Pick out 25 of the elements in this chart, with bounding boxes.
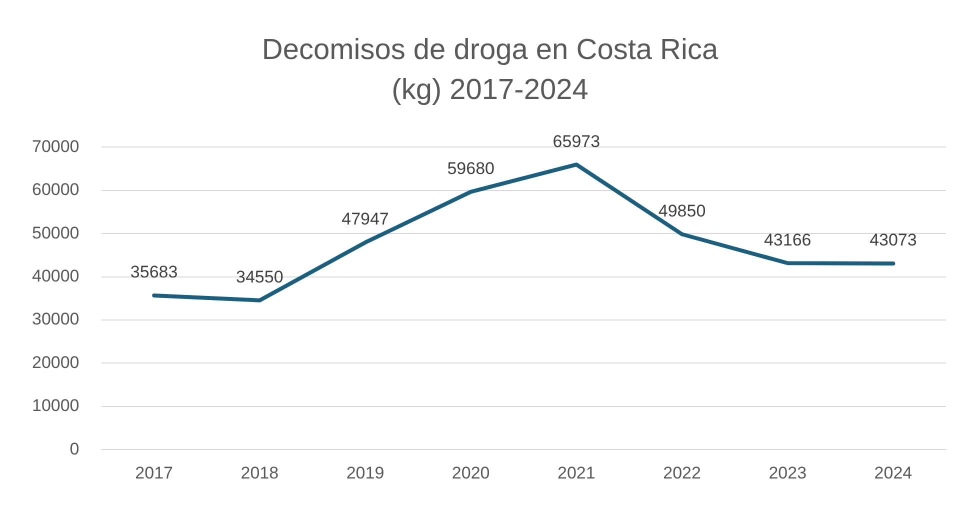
x-tick-label: 2019	[346, 463, 384, 482]
chart-title: Decomisos de droga en Costa Rica (kg) 2017-2024	[260, 33, 720, 108]
x-tick-label: 2023	[768, 463, 807, 482]
data-label: 65973	[552, 132, 600, 151]
x-tick-label: 2017	[135, 463, 173, 482]
x-tick-label: 2021	[558, 463, 596, 482]
x-tick-label: 2022	[663, 463, 701, 482]
y-tick-label: 40000	[32, 266, 80, 286]
y-tick-label: 60000	[32, 180, 80, 200]
y-tick-label: 0	[70, 439, 80, 458]
y-tick-label: 30000	[32, 310, 80, 329]
data-label: 49850	[658, 201, 706, 220]
data-label: 35683	[130, 262, 178, 282]
y-tick-label: 50000	[32, 223, 80, 242]
y-tick-label: 70000	[32, 136, 80, 156]
y-tick-label: 10000	[32, 396, 80, 416]
x-tick-label: 2024	[874, 463, 912, 482]
data-label: 59680	[447, 158, 494, 178]
x-tick-label: 2020	[452, 463, 490, 482]
y-tick-label: 20000	[32, 352, 80, 372]
data-label: 34550	[236, 268, 284, 287]
data-label: 47947	[342, 210, 389, 229]
data-label: 43166	[764, 230, 812, 250]
x-tick-label: 2018	[240, 463, 279, 482]
data-label: 43073	[870, 230, 917, 250]
